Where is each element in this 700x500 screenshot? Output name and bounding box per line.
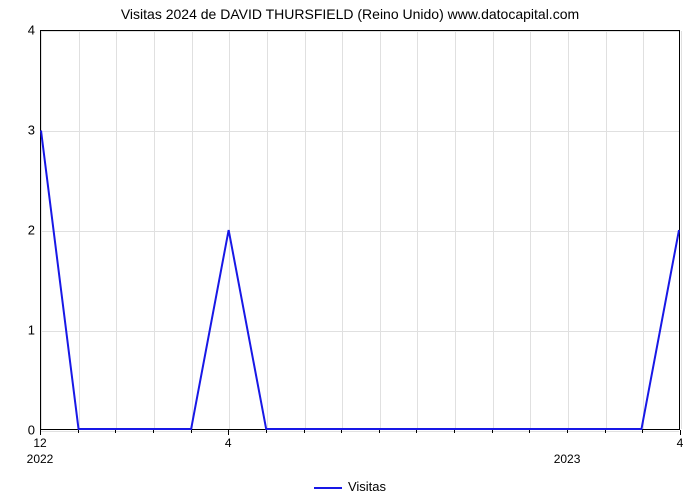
visits-chart: Visitas 2024 de DAVID THURSFIELD (Reino … [0, 0, 700, 500]
legend-swatch [314, 487, 342, 489]
x-year-label: 2023 [554, 452, 581, 466]
plot-area [40, 30, 680, 430]
chart-title: Visitas 2024 de DAVID THURSFIELD (Reino … [0, 6, 700, 22]
x-tick-label: 4 [677, 436, 684, 450]
x-year-label: 2022 [27, 452, 54, 466]
x-tick-label: 12 [33, 436, 46, 450]
legend: Visitas [0, 479, 700, 494]
y-tick-label: 3 [5, 123, 35, 138]
y-tick-label: 2 [5, 223, 35, 238]
y-tick-label: 1 [5, 323, 35, 338]
series-line [41, 31, 679, 429]
x-tick-label: 4 [225, 436, 232, 450]
legend-label: Visitas [348, 479, 386, 494]
y-tick-label: 0 [5, 423, 35, 438]
y-tick-label: 4 [5, 23, 35, 38]
